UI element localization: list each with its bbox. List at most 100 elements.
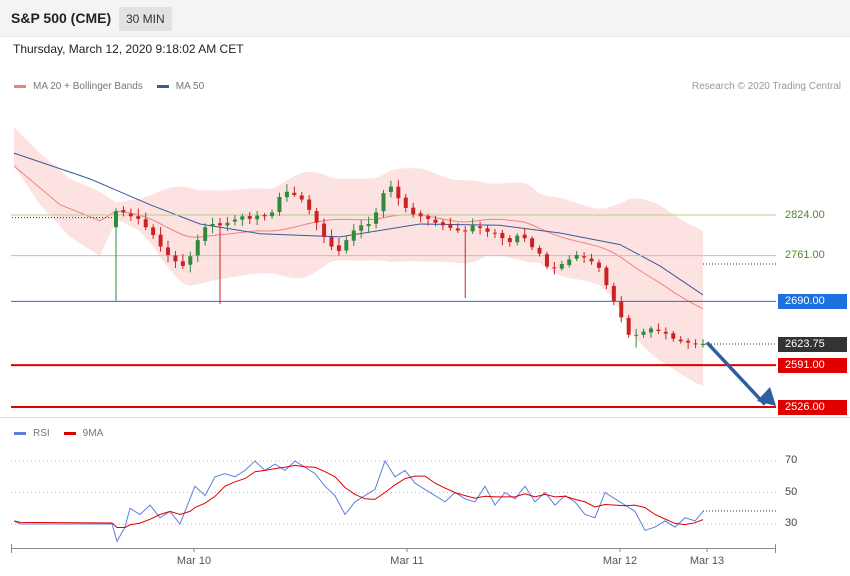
chart-header: S&P 500 (CME) 30 MIN (0, 0, 850, 36)
candle-body (589, 258, 594, 262)
rsi-tick-30: 30 (785, 517, 798, 529)
candle-body (151, 227, 156, 235)
timeframe-badge[interactable]: 30 MIN (119, 7, 172, 31)
timestamp: Thursday, March 12, 2020 9:18:02 AM CET (13, 42, 244, 56)
rsi-swatch (14, 432, 26, 435)
pivot-label: 2690.00 (778, 293, 847, 309)
x-tick-label: Mar 13 (689, 555, 725, 567)
candle-body (262, 214, 267, 217)
candle-body (463, 230, 468, 232)
candle-body (218, 223, 223, 226)
candle-body (678, 339, 683, 342)
candle-body (247, 215, 252, 219)
candle-body (671, 333, 676, 339)
candle-body (307, 199, 312, 210)
bollinger-band (14, 127, 703, 387)
candle-body (225, 222, 230, 226)
candle-body (143, 219, 148, 228)
ma20-swatch (14, 85, 26, 88)
candle-body (507, 238, 512, 243)
candle-body (210, 224, 215, 226)
candle-body (544, 254, 549, 267)
candle-body (559, 263, 564, 269)
candle-body (180, 261, 185, 266)
candle-body (351, 230, 356, 241)
candle-body (232, 219, 237, 222)
candle-body (522, 234, 527, 239)
support-2-label: 2526.00 (778, 399, 847, 415)
rsi-tick-50: 50 (785, 485, 798, 498)
candle-body (641, 331, 646, 335)
candle-body (492, 232, 497, 234)
rsi-legend-label: RSI (33, 428, 50, 439)
candle-body (663, 331, 668, 334)
candle-body (448, 224, 453, 228)
candle-body (329, 237, 334, 247)
rsi-tick-70: 70 (785, 454, 798, 466)
candle-body (596, 262, 601, 268)
ma9-swatch (63, 432, 76, 435)
candle-body (411, 207, 416, 215)
candle-body (626, 317, 631, 335)
candle-body (114, 211, 118, 228)
current-price-label: 2623.75 (778, 336, 847, 352)
forecast-arrow-shaft (705, 341, 767, 406)
candle-body (136, 216, 141, 219)
candle-body (366, 224, 371, 227)
candle-body (166, 247, 171, 255)
support-1-label: 2591.00 (778, 357, 847, 373)
candle-body (574, 254, 579, 259)
candle-body (478, 226, 483, 228)
candle-body (359, 225, 364, 231)
candle-body (314, 211, 319, 223)
candle-body (121, 210, 126, 213)
candle-body (530, 238, 535, 248)
candle-body (299, 195, 304, 200)
candle-body (284, 191, 289, 198)
candle-body (240, 216, 245, 220)
candle-body (255, 215, 260, 220)
ma20-legend-label: MA 20 + Bollinger Bands (33, 81, 143, 92)
candle-body (470, 225, 475, 232)
x-tick-label: Mar 10 (176, 555, 212, 567)
candle-body (693, 343, 698, 345)
ma50-swatch (156, 85, 169, 88)
candle-body (158, 234, 163, 247)
rsi-line (13, 459, 704, 543)
candle-body (292, 192, 297, 196)
forecast-arrow-head (757, 387, 776, 406)
ma50-legend-label: MA 50 (175, 81, 205, 92)
candle-body (686, 340, 691, 343)
candle-body (537, 247, 542, 254)
candle-body (440, 222, 445, 226)
candle-body (701, 343, 705, 346)
ma50-line (13, 152, 704, 296)
price-legend: MA 20 + Bollinger Bands MA 50 (14, 81, 204, 92)
candle-body (418, 213, 423, 217)
candle-body (203, 227, 208, 241)
candle-body (500, 232, 505, 239)
candle-body (426, 216, 431, 219)
resistance-1-label: 2761.00 (785, 249, 825, 262)
candle-body (485, 228, 490, 232)
candle-body (173, 255, 178, 262)
instrument-title: S&P 500 (CME) (11, 10, 112, 26)
candle-body (567, 259, 572, 266)
candle-body (344, 240, 349, 251)
candle-body (381, 193, 386, 212)
candle-body (195, 240, 200, 256)
rsi-9ma-line (13, 464, 704, 528)
candle-body (336, 245, 341, 252)
candle-body (270, 212, 275, 217)
x-tick-label: Mar 12 (602, 555, 638, 567)
candle-body (648, 328, 653, 333)
candle-body (322, 223, 327, 237)
candle-body (388, 186, 393, 193)
candle-body (634, 334, 639, 336)
candle-body (396, 186, 401, 199)
candle-body (403, 197, 408, 208)
candle-body (455, 228, 460, 231)
candle-body (582, 256, 587, 258)
candle-body (433, 219, 438, 223)
